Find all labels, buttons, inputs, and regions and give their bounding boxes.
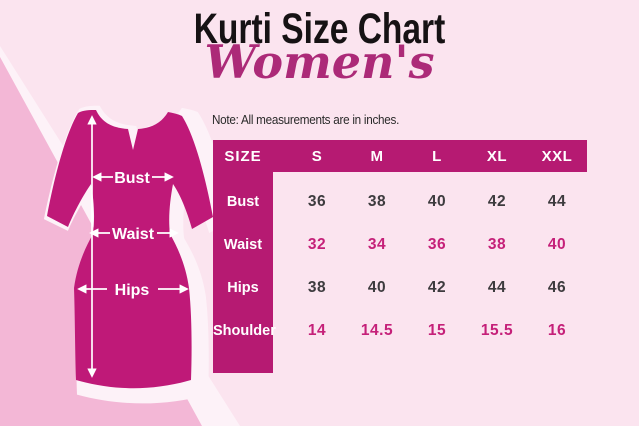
cell-bust-xxl: 44 xyxy=(547,192,567,210)
cell-hips-m: 40 xyxy=(367,278,387,296)
waist-label: Waist xyxy=(112,226,155,243)
cell-bust-s: 36 xyxy=(307,192,327,210)
measurement-note: Note: All measurements are in inches. xyxy=(212,112,400,127)
cell-shoulder-m: 14.5 xyxy=(360,321,394,339)
bust-label: Bust xyxy=(114,170,150,187)
cell-bust-xl: 42 xyxy=(487,192,507,210)
row-label-hips: Hips xyxy=(227,279,259,296)
cell-waist-xxl: 40 xyxy=(547,235,567,253)
table-row-hips: Hips 38 40 42 44 46 xyxy=(213,266,587,309)
table-row-waist: Waist 32 34 36 38 40 xyxy=(213,223,587,266)
row-label-shoulder: Shoulder xyxy=(213,322,276,339)
column-header-s: S xyxy=(311,147,323,165)
cell-hips-s: 38 xyxy=(307,278,327,296)
cell-shoulder-xl: 15.5 xyxy=(480,321,514,339)
table-row-shoulder: Shoulder 14 14.5 15 15.5 16 xyxy=(213,309,587,352)
cell-shoulder-l: 15 xyxy=(427,321,447,339)
column-header-l: L xyxy=(432,147,442,165)
column-header-m: M xyxy=(370,147,384,165)
table-row-bust: Bust 36 38 40 42 44 xyxy=(213,180,587,223)
cell-waist-xl: 38 xyxy=(487,235,507,253)
row-label-waist: Waist xyxy=(223,236,263,253)
table-label-column xyxy=(213,140,273,373)
column-header-xxl: XXL xyxy=(541,147,573,165)
page-subtitle: Women's xyxy=(204,35,435,89)
kurti-diagram: Bust Waist Hips xyxy=(43,105,234,404)
cell-shoulder-s: 14 xyxy=(307,321,327,339)
cell-shoulder-xxl: 16 xyxy=(547,321,567,339)
cell-hips-xl: 44 xyxy=(487,278,507,296)
table-header: SIZE S M L XL XXL xyxy=(213,140,587,172)
cell-waist-s: 32 xyxy=(307,235,327,253)
table-body: Bust 36 38 40 42 44 Waist 32 34 36 38 40… xyxy=(213,180,587,352)
cell-hips-l: 42 xyxy=(427,278,447,296)
cell-waist-l: 36 xyxy=(427,235,447,253)
cell-bust-m: 38 xyxy=(367,192,387,210)
column-header-xl: XL xyxy=(486,147,508,165)
cell-bust-l: 40 xyxy=(427,192,447,210)
row-label-bust: Bust xyxy=(226,193,260,210)
page-title: Kurti Size Chart xyxy=(193,5,446,53)
hips-label: Hips xyxy=(115,282,150,299)
cell-waist-m: 34 xyxy=(367,235,387,253)
column-header-size: SIZE xyxy=(224,147,262,165)
cell-hips-xxl: 46 xyxy=(547,278,567,296)
